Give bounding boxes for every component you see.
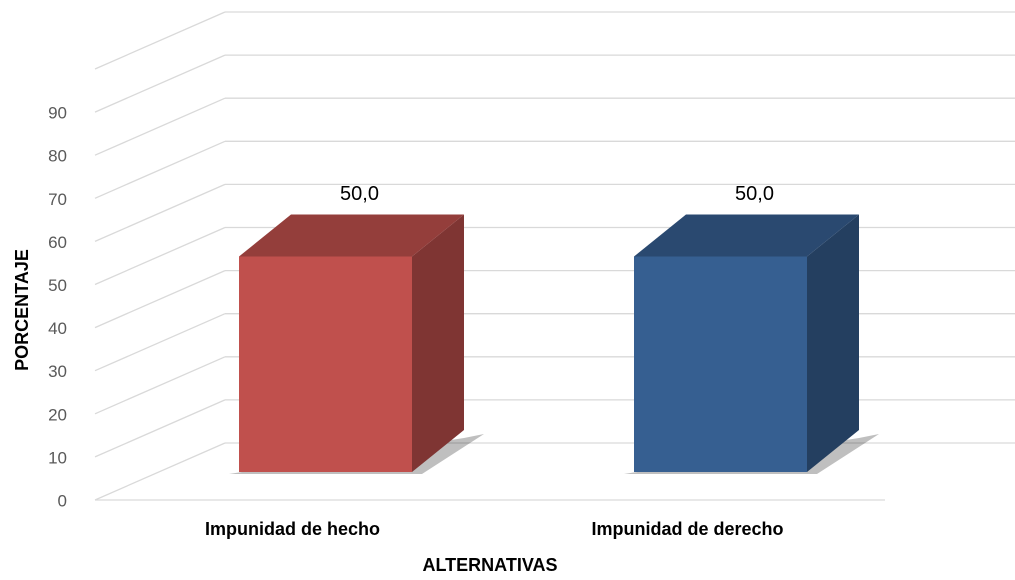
x-tick-label: Impunidad de derecho — [591, 519, 783, 539]
bar — [239, 256, 412, 472]
y-tick-label: 70 — [48, 190, 67, 209]
data-label: 50,0 — [735, 183, 774, 205]
y-tick-label: 0 — [58, 491, 67, 510]
bar — [634, 256, 807, 472]
grid-line — [94, 356, 226, 415]
grid-line — [94, 270, 226, 329]
bar-side — [807, 214, 859, 472]
bar-top — [239, 214, 464, 257]
y-tick-label: 90 — [48, 104, 67, 123]
grid-line — [94, 97, 226, 156]
y-tick-label: 10 — [48, 448, 67, 467]
y-axis-title: PORCENTAJE — [12, 249, 32, 371]
data-label: 50,0 — [340, 183, 379, 205]
bar-top — [634, 214, 859, 257]
grid-line — [94, 54, 226, 113]
bar-side — [412, 214, 464, 472]
grid-line — [94, 313, 226, 372]
y-tick-label: 20 — [48, 405, 67, 424]
x-axis-title: ALTERNATIVAS — [423, 555, 558, 575]
grid-line — [94, 11, 226, 70]
grid-line — [94, 183, 226, 242]
x-tick-label: Impunidad de hecho — [205, 519, 380, 539]
y-tick-label: 40 — [48, 319, 67, 338]
grid-line — [94, 140, 226, 199]
grid-line — [94, 399, 226, 458]
y-tick-label: 60 — [48, 233, 67, 252]
grid-line — [94, 442, 226, 501]
y-tick-label: 50 — [48, 276, 67, 295]
grid-line — [94, 226, 226, 286]
y-tick-label: 80 — [48, 147, 67, 166]
y-tick-label: 30 — [48, 362, 67, 381]
